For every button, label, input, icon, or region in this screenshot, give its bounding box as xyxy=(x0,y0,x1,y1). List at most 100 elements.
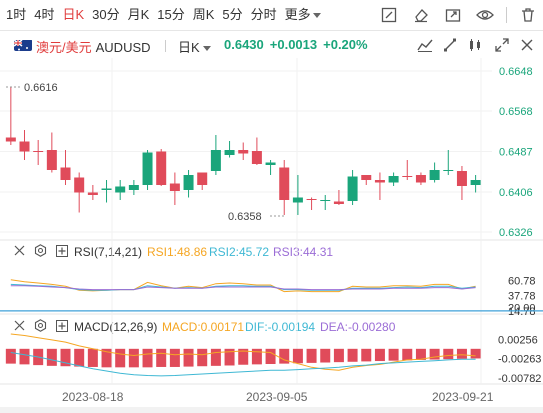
candle-body xyxy=(183,175,194,190)
candle-body xyxy=(128,185,139,190)
settings-icon[interactable] xyxy=(34,319,47,332)
macd-bar xyxy=(388,348,399,361)
chevron-down-icon xyxy=(202,46,211,52)
add-indicator-icon[interactable] xyxy=(55,319,68,332)
macd-bar xyxy=(210,348,221,366)
price-change: +0.0013 xyxy=(269,37,318,52)
eye-icon[interactable] xyxy=(474,4,496,26)
macd-header: MACD(12,26,9) MACD:0.00171 DIF:-0.00194 … xyxy=(0,318,543,336)
macd-bar xyxy=(429,348,440,360)
symbol-cn-name: 澳元/美元 xyxy=(36,40,92,55)
period-tab[interactable]: 周K xyxy=(192,7,215,22)
draw-line-icon[interactable] xyxy=(441,36,459,54)
rsi-tick-label: 60.78 xyxy=(508,276,536,288)
candle-body xyxy=(33,151,44,152)
australia-flag-icon xyxy=(14,39,32,51)
candle-body xyxy=(429,170,440,180)
period-toolbar: 1时 4时 日K 30分 月K 15分 周K 5分 分时 更多 xyxy=(0,0,543,31)
macd-bar xyxy=(374,348,385,362)
candle-body xyxy=(279,167,290,200)
symbol-code: AUDUSD xyxy=(95,40,151,55)
period-tab[interactable]: 日K xyxy=(62,7,85,22)
y-tick-label: 0.6648 xyxy=(499,66,533,78)
period-tab[interactable]: 30分 xyxy=(92,7,120,22)
candle-body xyxy=(210,150,221,171)
candle-body xyxy=(5,137,16,142)
macd-bar xyxy=(74,348,85,367)
macd-bar xyxy=(169,348,180,367)
macd-bar xyxy=(101,348,112,368)
candle-body xyxy=(347,176,358,201)
close-icon[interactable] xyxy=(518,36,536,54)
drawing-tools xyxy=(368,0,539,30)
candle-body xyxy=(292,197,303,203)
period-tab[interactable]: 4时 xyxy=(34,7,55,22)
candle-body xyxy=(169,183,180,191)
macd-tick-label: -0.00782 xyxy=(498,373,541,385)
candle-body xyxy=(374,180,385,183)
period-tab[interactable]: 更多 xyxy=(281,0,325,30)
trash-icon[interactable] xyxy=(517,4,539,26)
info-divider xyxy=(165,40,166,52)
macd-bar xyxy=(251,348,262,365)
macd-bar xyxy=(443,348,454,360)
horizontal-scrollbar[interactable] xyxy=(0,407,543,413)
indicator-icon[interactable] xyxy=(466,36,484,54)
candle-body xyxy=(87,192,98,195)
rsi-label: RSI(7,14,21) xyxy=(74,245,143,259)
period-tab[interactable]: 月K xyxy=(127,7,150,22)
macd-bar xyxy=(183,348,194,367)
price-change-pct: +0.20% xyxy=(323,37,368,52)
macd-bar xyxy=(333,348,344,363)
symbol-name[interactable]: 澳元/美元 AUDUSD xyxy=(36,37,151,56)
rsi-tick-label: 37.78 xyxy=(508,291,536,303)
share-icon[interactable] xyxy=(442,4,464,26)
macd-bar xyxy=(238,348,249,365)
y-tick-label: 0.6326 xyxy=(499,227,533,239)
candle-body xyxy=(265,162,276,165)
rsi-line-rsi2 xyxy=(10,283,476,291)
timeframe-label: 日K xyxy=(178,40,200,55)
x-tick-label: 2023-08-18 xyxy=(62,390,124,404)
macd-bar xyxy=(402,348,413,361)
y-tick-label: 0.6568 xyxy=(499,106,533,118)
period-tab[interactable]: 1时 xyxy=(6,7,27,22)
macd-bar xyxy=(197,348,208,367)
settings-icon[interactable] xyxy=(34,244,47,257)
candle-body xyxy=(320,200,331,201)
chevron-down-icon xyxy=(312,13,321,19)
period-tab[interactable]: 5分 xyxy=(222,7,243,22)
dif-value: DIF:-0.00194 xyxy=(245,320,316,334)
add-indicator-icon[interactable] xyxy=(55,244,68,257)
low-label: 0.6358 xyxy=(228,211,262,223)
timeframe-select[interactable]: 日K xyxy=(178,37,211,56)
y-tick-label: 0.6487 xyxy=(499,147,533,159)
rsi1-value: RSI1:48.86 xyxy=(147,245,208,259)
collapse-icon[interactable] xyxy=(13,244,26,257)
period-tab[interactable]: 15分 xyxy=(157,7,185,22)
period-tab[interactable]: 分时 xyxy=(250,7,277,22)
macd-label: MACD(12,26,9) xyxy=(74,320,158,334)
chart-type-icon[interactable] xyxy=(416,36,434,54)
y-tick-label: 0.6406 xyxy=(499,187,533,199)
rsi-header: RSI(7,14,21) RSI1:48.86 RSI2:45.72 RSI3:… xyxy=(0,243,543,261)
candle-body xyxy=(415,175,426,183)
eraser-icon[interactable] xyxy=(410,4,432,26)
rsi-line-rsi1 xyxy=(10,279,476,293)
candle-body xyxy=(306,199,317,200)
macd-bar xyxy=(320,348,331,363)
symbol-info-bar: 澳元/美元 AUDUSD 日K 0.6430 +0.0013 +0.20% xyxy=(0,31,543,59)
candle-body xyxy=(443,170,454,171)
candle-body xyxy=(402,176,413,177)
macd-bar xyxy=(456,348,467,359)
rsi3-value: RSI3:44.31 xyxy=(273,245,334,259)
quote: 0.6430 +0.0013 +0.20% xyxy=(224,37,374,52)
collapse-icon[interactable] xyxy=(13,319,26,332)
macd-bar xyxy=(142,348,153,368)
macd-bar xyxy=(265,348,276,364)
candle-body xyxy=(361,175,372,180)
fullscreen-icon[interactable] xyxy=(493,36,511,54)
draw-pen-icon[interactable] xyxy=(378,4,400,26)
candle-body xyxy=(456,171,467,186)
